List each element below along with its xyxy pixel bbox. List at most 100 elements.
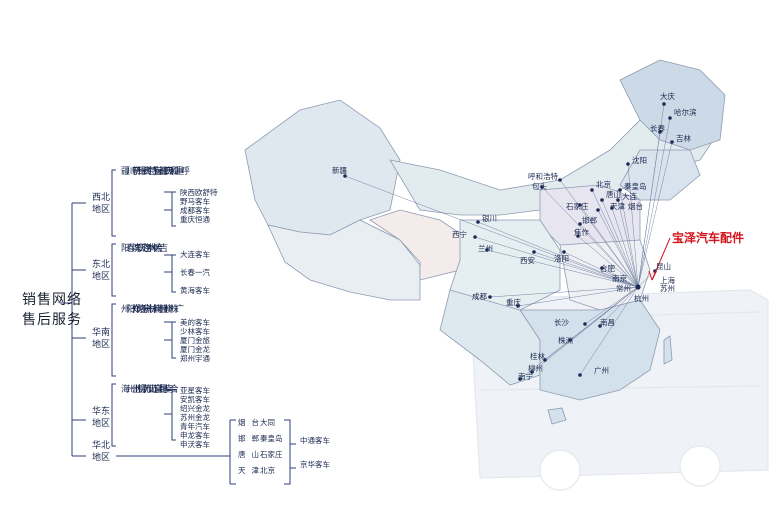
map-city-label: 杭州	[634, 294, 649, 303]
city-name: 邯郸	[238, 434, 265, 443]
city-name: 焦作	[129, 304, 151, 313]
map-city-label: 常州	[616, 284, 631, 293]
city-name: 石家庄	[260, 450, 283, 459]
map-city-label: 合肥	[600, 264, 615, 273]
city-name: 广州	[162, 304, 184, 313]
city-name: 重庆	[162, 166, 184, 175]
dealer-name: 野马客车	[180, 197, 210, 206]
map-city-label: 大连	[622, 192, 637, 201]
city-name: 南京	[151, 384, 173, 393]
map-city-label: 秦皇岛	[624, 182, 647, 191]
region-label-huabei: 华北 地区	[91, 441, 110, 463]
dealer-name: 安凯客车	[180, 395, 210, 404]
city-name: 昆山	[146, 384, 167, 393]
map-city-label: 呼和浩特	[528, 172, 558, 181]
title-line-2: 售后服务	[22, 312, 82, 328]
dealer-name: 长春一汽	[180, 268, 210, 277]
map-city-label: 株洲	[558, 336, 573, 345]
map-city-label: 南京	[612, 274, 627, 283]
region-label-huanan: 华南 地区	[91, 328, 110, 350]
map-city-label: 长春	[650, 124, 665, 133]
city-name: 洛阳	[124, 304, 146, 313]
city-name: 秦皇岛	[260, 434, 283, 443]
city-name: 苏州	[129, 384, 151, 393]
city-name: 天津	[238, 466, 265, 475]
dealer-name: 少林客车	[180, 327, 210, 336]
map-city-label: 苏州	[660, 284, 675, 293]
city-name: 桂林	[146, 304, 167, 313]
map-city-label: 烟台	[628, 202, 643, 211]
dealer-name: 中通客车	[300, 436, 330, 445]
map-city-label: 南昌	[600, 318, 615, 327]
map-city-label: 广州	[594, 366, 609, 375]
city-name: 大同	[260, 418, 275, 427]
map-city-label: 哈尔滨	[674, 108, 697, 117]
region-jilin-liaoning	[619, 149, 701, 201]
region-south	[519, 299, 661, 401]
map-city-label: 邯郸	[582, 216, 597, 225]
map-city-label: 西安	[520, 256, 535, 265]
region-heilongjiang	[619, 59, 726, 151]
city-name: 成都	[156, 166, 178, 175]
city-name: 兰州	[135, 166, 157, 175]
dealer-name: 陕西欧舒特	[180, 188, 218, 197]
dealer-name: 美的客车	[180, 318, 210, 327]
city-dots	[343, 102, 674, 381]
city-name: 南宁	[140, 304, 162, 313]
china-map	[244, 59, 726, 425]
map-city-label: 焦作	[574, 228, 589, 237]
city-name: 常州	[140, 384, 162, 393]
network-lines	[344, 103, 673, 380]
map-city-label: 西宁	[452, 230, 467, 239]
map-city-label: 石家庄	[566, 202, 589, 211]
city-name: 北京	[260, 466, 275, 475]
brand-pointer	[648, 237, 671, 281]
dealer-name: 京华客车	[300, 460, 330, 469]
city-name: 新疆	[119, 166, 140, 175]
map-city-label: 天津	[610, 202, 625, 211]
map-city-label: 重庆	[506, 298, 521, 307]
city-name: 呼和浩特	[146, 166, 189, 175]
map-city-label: 长沙	[554, 318, 569, 327]
city-name: 沈阳	[119, 243, 140, 252]
region-xinjiang	[244, 99, 401, 236]
dealer-name: 青年汽车	[180, 422, 210, 431]
dealer-name: 成都客车	[180, 206, 210, 215]
city-name: 上海	[119, 384, 140, 393]
city-name: 大连	[140, 243, 162, 252]
map-city-label: 上海	[660, 276, 675, 285]
city-name: 长沙	[135, 304, 157, 313]
region-tibet	[267, 219, 421, 301]
title-line-1: 销售网络	[22, 292, 82, 308]
map-city-label: 银川	[482, 214, 497, 223]
map-city-label: 唐山	[606, 190, 621, 199]
map-city-label: 昆山	[656, 262, 671, 271]
dealer-name: 大连客车	[180, 250, 210, 259]
city-name: 哈尔滨	[129, 243, 162, 252]
dealer-name: 绍兴金龙	[180, 404, 210, 413]
map-city-label: 兰州	[478, 244, 493, 253]
city-name: 无锡	[135, 384, 157, 393]
map-city-label: 成都	[472, 292, 487, 301]
region-bracket	[60, 169, 296, 485]
map-city-label: 北京	[596, 180, 611, 189]
city-name: 长春	[124, 243, 146, 252]
region-hainan	[547, 407, 567, 425]
city-name: 株洲	[156, 304, 178, 313]
city-name: 吉林	[146, 243, 167, 252]
city-name: 烟台	[238, 418, 265, 427]
page-title: 销售网络 售后服务	[22, 290, 82, 330]
region-label-xibei: 西北 地区	[91, 193, 110, 215]
city-name: 包头	[140, 166, 162, 175]
brand-label: 宝泽汽车配件	[672, 231, 745, 245]
region-taiwan	[663, 335, 673, 365]
map-city-label: 柳州	[528, 364, 543, 373]
map-city-label: 南宁	[518, 372, 533, 381]
city-name: 银川	[124, 166, 146, 175]
city-name: 郑州	[119, 304, 140, 313]
dealer-name: 黄海客车	[180, 286, 210, 295]
region-label-huadong: 华东 地区	[91, 407, 110, 429]
region-label-dongbei: 东北 地区	[91, 260, 110, 282]
